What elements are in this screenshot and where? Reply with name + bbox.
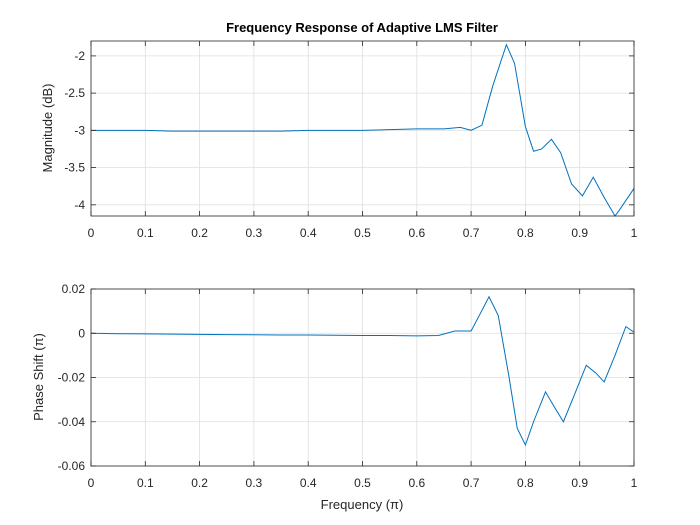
magnitude-y-tick-label: -2 (74, 49, 85, 63)
phase-x-tick-label: 0.6 (408, 476, 425, 490)
magnitude-plot: 0 0.1 0.2 0.3 0.4 0.5 0.6 0.7 0.8 0.9 1 -4 -3.5 -3 -2.… (40, 20, 638, 240)
magnitude-x-tick-label: 0.5 (354, 226, 371, 240)
phase-x-tick-label: 0.4 (300, 476, 317, 490)
magnitude-x-tick-label: 0.8 (517, 226, 534, 240)
magnitude-x-tick-label: 0.7 (463, 226, 480, 240)
magnitude-line (91, 43, 635, 217)
phase-line (90, 295, 635, 447)
phase-x-tick-label: 0 (88, 476, 95, 490)
magnitude-x-tick-label: 0.9 (571, 226, 588, 240)
phase-y-tick-label: -0.04 (58, 415, 86, 429)
magnitude-y-tick-label: -2.5 (64, 86, 85, 100)
magnitude-x-tick-label: 0.3 (246, 226, 263, 240)
magnitude-x-tick-label: 1 (631, 226, 638, 240)
phase-ticks: 0 0.1 0.2 0.3 0.4 0.5 0.6 0.7 0.8 0.9 1 0.02 0 -0.02 -… (58, 282, 638, 490)
magnitude-y-axis-label: Magnitude (dB) (40, 84, 55, 173)
phase-y-tick-label: 0.02 (62, 282, 86, 296)
phase-x-tick-label: 0.7 (463, 476, 480, 490)
phase-plot: 0 0.1 0.2 0.3 0.4 0.5 0.6 0.7 0.8 0.9 1 0.02 0 -0.02 -… (31, 282, 638, 512)
magnitude-y-tick-label: -3 (74, 123, 85, 137)
phase-y-tick-label: -0.02 (58, 371, 86, 385)
magnitude-x-tick-label: 0.6 (408, 226, 425, 240)
magnitude-ticks: 0 0.1 0.2 0.3 0.4 0.5 0.6 0.7 0.8 0.9 1 -4 -3.5 -3 -2.… (64, 41, 638, 240)
magnitude-y-tick-label: -3.5 (64, 161, 85, 175)
magnitude-x-tick-label: 0.2 (191, 226, 208, 240)
phase-x-tick-label: 0.3 (246, 476, 263, 490)
phase-x-tick-label: 0.2 (191, 476, 208, 490)
magnitude-title: Frequency Response of Adaptive LMS Filte… (226, 20, 498, 35)
phase-x-tick-label: 0.9 (571, 476, 588, 490)
phase-y-tick-label: -0.06 (58, 459, 86, 473)
phase-x-tick-label: 0.8 (517, 476, 534, 490)
magnitude-x-tick-label: 0.1 (137, 226, 154, 240)
magnitude-y-tick-label: -4 (74, 198, 85, 212)
magnitude-x-tick-label: 0 (88, 226, 95, 240)
phase-y-axis-label: Phase Shift (π) (31, 333, 46, 421)
phase-x-axis-label: Frequency (π) (321, 497, 404, 512)
phase-y-tick-label: 0 (78, 326, 85, 340)
phase-x-tick-label: 0.1 (137, 476, 154, 490)
phase-x-tick-label: 1 (631, 476, 638, 490)
phase-x-tick-label: 0.5 (354, 476, 371, 490)
magnitude-x-tick-label: 0.4 (300, 226, 317, 240)
